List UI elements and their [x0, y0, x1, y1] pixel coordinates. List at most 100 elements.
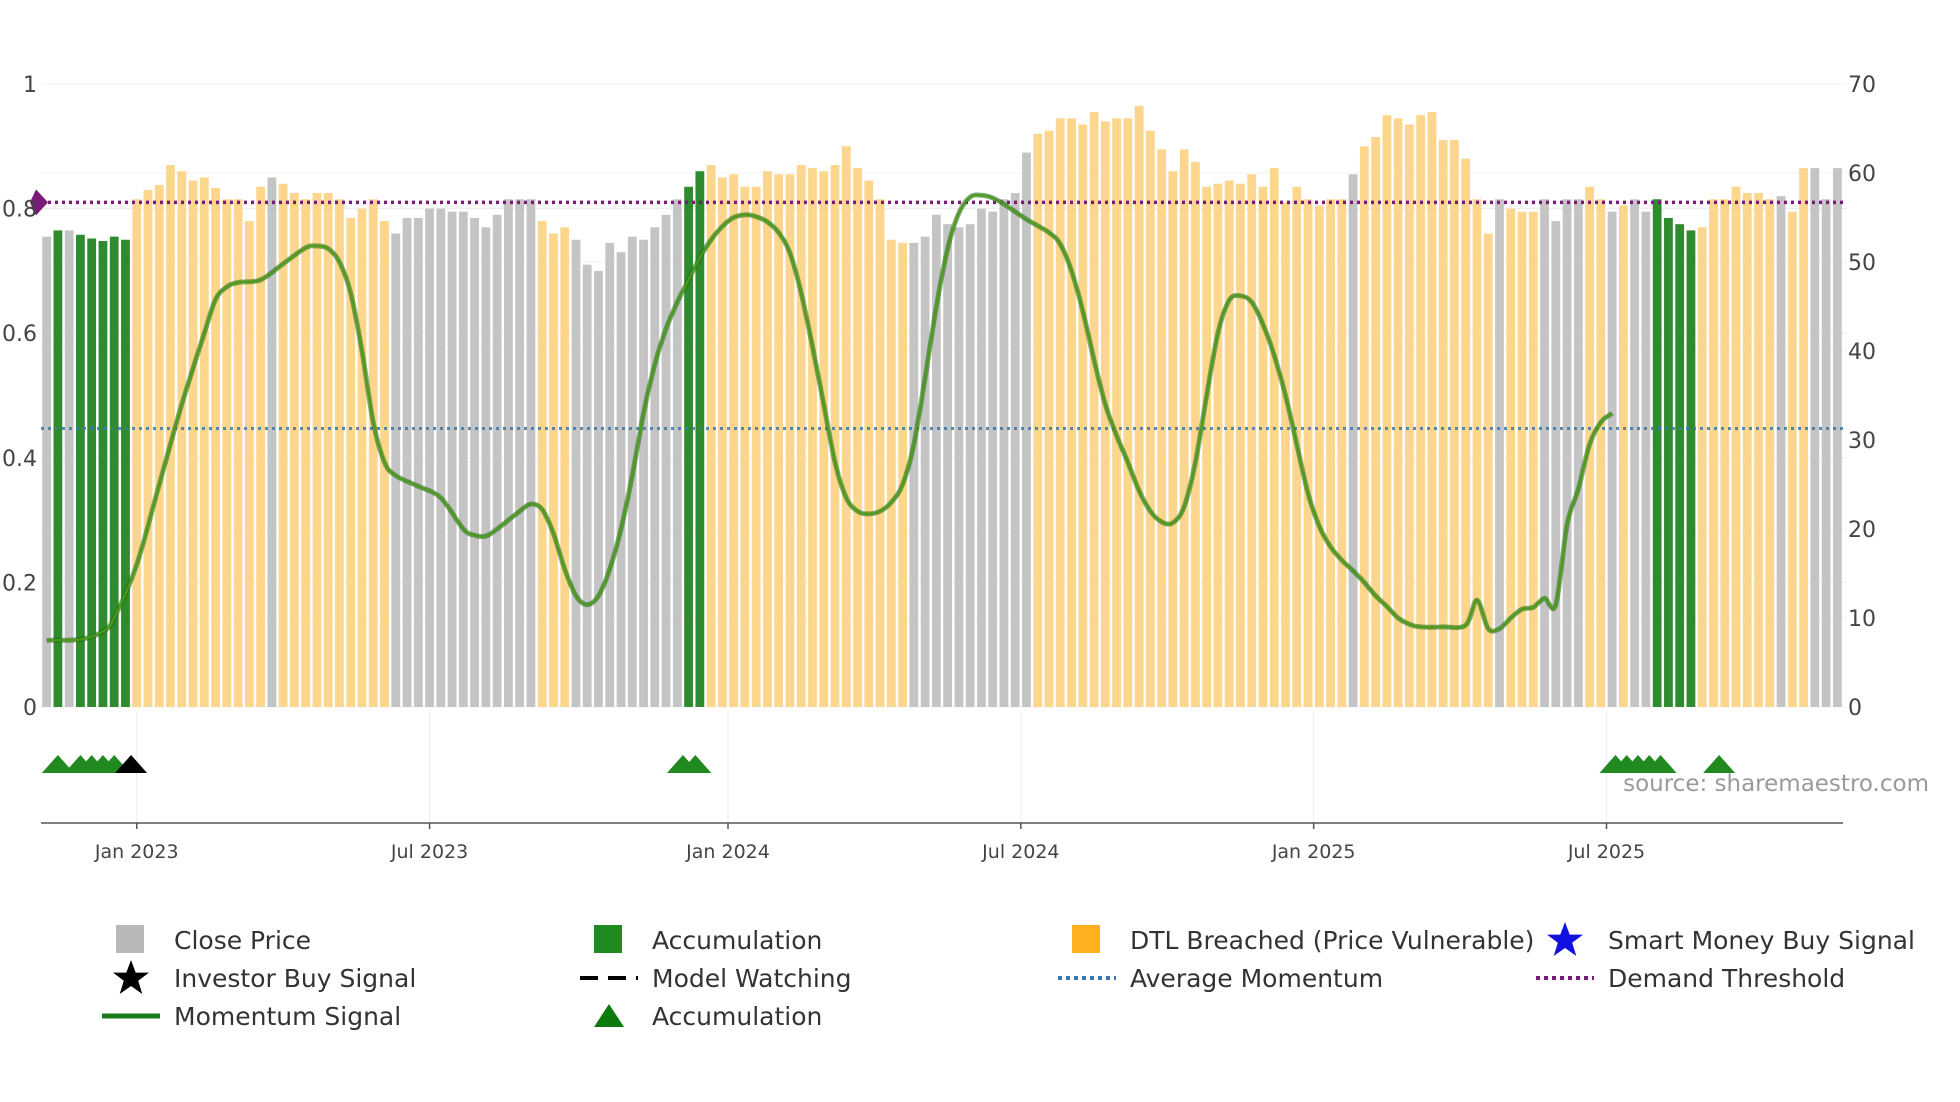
legend-label: Close Price: [174, 925, 312, 955]
dtl-breached-bar: [199, 177, 209, 707]
dtl-breached-bar: [1303, 199, 1313, 707]
dtl-breached-bar: [751, 186, 761, 708]
close-price-bar: [639, 239, 648, 707]
dtl-breached-bar: [1731, 186, 1741, 708]
dtl-breached-bar: [1517, 211, 1527, 707]
right-tick-label: 40: [1848, 340, 1876, 365]
accumulation-bar: [1675, 224, 1685, 708]
dtl-breached-bar: [1326, 199, 1335, 707]
close-price-bar: [1540, 199, 1549, 707]
dtl-breached-bar: [1123, 118, 1133, 707]
close-price-bar: [988, 211, 998, 707]
dtl-breached-bar: [1382, 115, 1392, 707]
dtl-breached-bar: [1405, 124, 1414, 708]
dtl-breached-bar: [1765, 199, 1775, 707]
dtl-breached-bar: [1742, 193, 1752, 707]
legend: Close Price Accumulation DTL Breached (P…: [100, 918, 1940, 1048]
dtl-breached-bar: [1078, 124, 1088, 708]
accumulation-bar: [76, 234, 85, 708]
legend-average-momentum: Average Momentum: [1056, 960, 1383, 996]
dtl-breached-bar: [796, 164, 806, 708]
close-price-bar: [920, 236, 930, 707]
close-price-bar: [504, 199, 513, 707]
close-price-bar: [267, 177, 277, 707]
x-tick-label: Jan 2023: [94, 841, 179, 863]
right-tick-label: 0: [1848, 696, 1862, 721]
close-price-bar: [965, 224, 975, 708]
dtl-breached-bar: [1450, 140, 1459, 707]
close-price-bar: [447, 211, 457, 707]
dtl-breached-bar: [1269, 168, 1279, 708]
dtl-breached-bar: [1145, 130, 1155, 708]
x-tick-label: Jan 2024: [685, 841, 770, 863]
x-tick-label: Jul 2025: [1567, 841, 1645, 863]
close-price-bar: [616, 252, 626, 707]
dtl-breached-bar: [301, 199, 311, 707]
close-price-bar: [582, 264, 592, 707]
dtl-breached-bar: [1089, 112, 1099, 707]
gray-square-icon: [100, 922, 162, 958]
dtl-breached-bar: [1483, 233, 1493, 707]
dtl-breached-bar: [864, 180, 874, 707]
dtl-breached-bar: [1799, 168, 1808, 708]
accumulation-bar: [53, 230, 63, 707]
close-price-bar: [1022, 152, 1031, 707]
momentum-signal-line: [46, 193, 1613, 642]
close-price-bar: [650, 227, 660, 708]
close-price-bar: [1810, 168, 1820, 708]
close-price-bar: [1010, 193, 1020, 707]
accumulation-marker: [41, 755, 74, 773]
accumulation-marker: [1703, 755, 1736, 773]
dtl-breached-bar: [1337, 199, 1347, 707]
signal-markers: [41, 755, 1736, 773]
legend-label: Momentum Signal: [174, 1001, 402, 1031]
price-bars: [42, 105, 1842, 708]
accumulation-bar: [1652, 199, 1662, 707]
right-tick-label: 20: [1848, 518, 1876, 543]
dtl-breached-bar: [774, 174, 784, 707]
close-price-bar: [999, 199, 1009, 707]
dtl-breached-bar: [1528, 211, 1538, 707]
dtl-breached-bar: [549, 233, 558, 707]
dtl-breached-bar: [1191, 161, 1200, 707]
dtl-breached-bar: [1506, 208, 1516, 707]
dtl-breached-bar: [323, 193, 333, 707]
close-price-bar: [594, 270, 603, 707]
x-tick-label: Jan 2025: [1271, 841, 1356, 863]
demand-threshold-marker: [30, 189, 48, 216]
close-price-bar: [943, 224, 953, 708]
left-tick-label: 0: [23, 696, 37, 721]
x-tick-label: Jul 2024: [981, 841, 1059, 863]
accumulation-bar: [87, 238, 97, 707]
left-axis: 0 0.2 0.4 0.6 0.8 1: [2, 73, 37, 721]
dtl-breached-bar: [211, 188, 220, 707]
legend-close-price: Close Price: [100, 922, 311, 958]
legend-accumulation-signal: Accumulation: [578, 998, 822, 1034]
dtl-breached-bar: [1236, 183, 1245, 707]
x-tick-label: Jul 2023: [390, 841, 468, 863]
right-tick-label: 70: [1848, 73, 1876, 98]
close-price-bar: [931, 214, 941, 707]
dtl-breached-bar: [1281, 202, 1290, 707]
right-tick-label: 10: [1848, 607, 1876, 632]
dtl-breached-bar: [1359, 146, 1369, 708]
dtl-breached-bar: [1100, 121, 1110, 707]
dtl-breached-bar: [1134, 105, 1144, 708]
close-price-bar: [391, 233, 401, 707]
legend-label: Investor Buy Signal: [174, 963, 417, 993]
dtl-breached-bar: [886, 239, 896, 707]
momentum-signal: [46, 192, 1614, 643]
dtl-breached-bar: [222, 199, 232, 707]
legend-demand-threshold: Demand Threshold: [1534, 960, 1845, 996]
dtl-breached-bar: [278, 183, 288, 707]
legend-label: DTL Breached (Price Vulnerable): [1130, 925, 1535, 955]
accumulation-bar: [695, 171, 705, 708]
black-star-icon: [100, 960, 162, 996]
dtl-breached-bar: [1754, 193, 1763, 707]
dtl-breached-bar: [233, 199, 243, 707]
close-price-bar: [1641, 211, 1651, 707]
dtl-breached-bar: [819, 171, 829, 708]
dtl-breached-bar: [1314, 205, 1324, 708]
dtl-breached-bar: [132, 199, 142, 707]
legend-label: Accumulation: [652, 925, 823, 955]
